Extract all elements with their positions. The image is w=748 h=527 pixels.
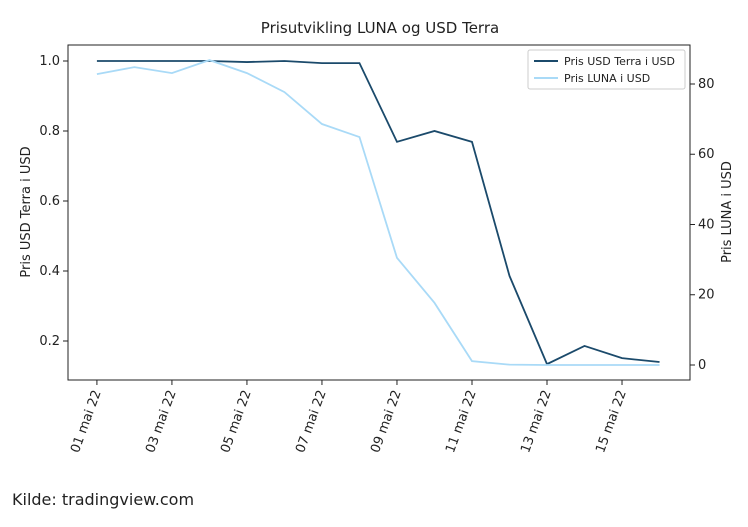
x-tick-label: 15 mai 22 [593, 388, 630, 455]
y-tick-label: 1.0 [39, 54, 60, 69]
y2-axis-label: Pris LUNA i USD [720, 161, 735, 263]
x-tick-label: 07 mai 22 [293, 388, 330, 455]
y2-tick-label: 60 [698, 147, 715, 162]
y2-tick-label: 40 [698, 217, 715, 232]
y2-tick-label: 0 [698, 358, 706, 373]
legend-label: Pris LUNA i USD [564, 72, 650, 85]
y2-tick-label: 80 [698, 77, 715, 92]
y2-tick-label: 20 [698, 288, 715, 303]
chart-title: Prisutvikling LUNA og USD Terra [261, 19, 499, 37]
x-tick-label: 03 mai 22 [143, 388, 180, 455]
x-tick-label: 05 mai 22 [218, 388, 255, 455]
y-tick-label: 0.6 [39, 194, 60, 209]
series-line [96, 59, 660, 366]
x-tick-label: 01 mai 22 [68, 388, 105, 455]
x-tick-label: 11 mai 22 [443, 388, 480, 455]
y-axis-label: Pris USD Terra i USD [19, 146, 34, 277]
y-tick-label: 0.4 [39, 264, 60, 279]
plot-frame [67, 44, 691, 381]
series-line [96, 60, 660, 366]
legend-label: Pris USD Terra i USD [564, 55, 675, 68]
legend-box [527, 49, 686, 90]
y-tick-label: 0.2 [39, 334, 60, 349]
x-tick-label: 09 mai 22 [368, 388, 405, 455]
source-note: Kilde: tradingview.com [12, 490, 194, 509]
x-tick-label: 13 mai 22 [518, 388, 555, 455]
y-tick-label: 0.8 [39, 124, 60, 139]
